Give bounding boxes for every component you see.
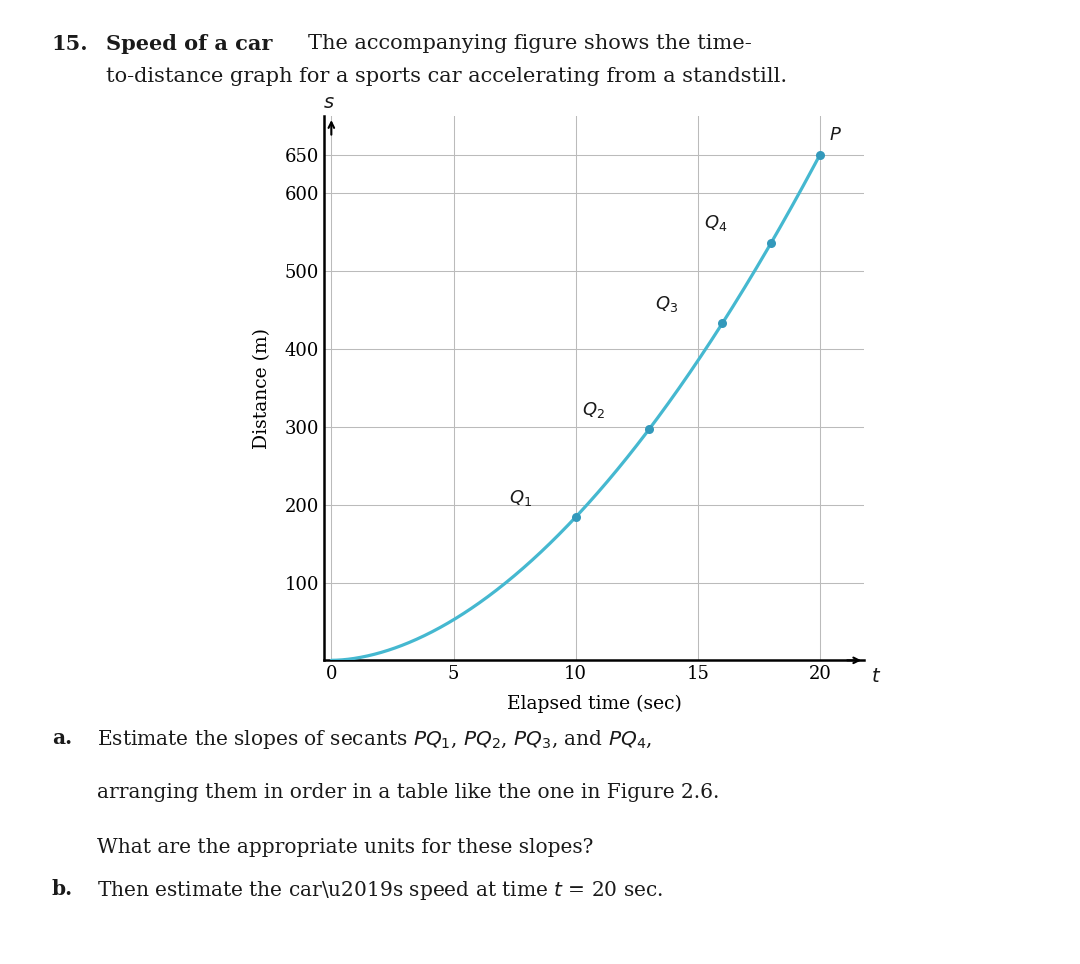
Text: $Q_2$: $Q_2$ xyxy=(582,400,605,420)
Text: The accompanying figure shows the time-: The accompanying figure shows the time- xyxy=(308,34,752,53)
Text: $s$: $s$ xyxy=(323,94,335,112)
Text: Speed of a car: Speed of a car xyxy=(106,34,272,54)
Text: What are the appropriate units for these slopes?: What are the appropriate units for these… xyxy=(97,838,594,857)
Y-axis label: Distance (m): Distance (m) xyxy=(253,328,271,448)
Text: a.: a. xyxy=(52,728,72,748)
Text: Estimate the slopes of secants $PQ_1$, $PQ_2$, $PQ_3$, and $PQ_4$,: Estimate the slopes of secants $PQ_1$, $… xyxy=(97,728,652,751)
Text: $Q_4$: $Q_4$ xyxy=(704,213,727,233)
Text: $Q_1$: $Q_1$ xyxy=(509,488,531,508)
Text: $P$: $P$ xyxy=(828,125,841,144)
Text: arranging them in order in a table like the one in Figure 2.6.: arranging them in order in a table like … xyxy=(97,783,719,802)
Text: $t$: $t$ xyxy=(872,668,881,686)
Text: to-distance graph for a sports car accelerating from a standstill.: to-distance graph for a sports car accel… xyxy=(106,67,787,87)
Text: 15.: 15. xyxy=(52,34,89,54)
X-axis label: Elapsed time (sec): Elapsed time (sec) xyxy=(507,694,681,712)
Text: b.: b. xyxy=(52,879,73,899)
Text: $Q_3$: $Q_3$ xyxy=(656,294,678,314)
Text: Then estimate the car\u2019s speed at time $t$ = 20 sec.: Then estimate the car\u2019s speed at ti… xyxy=(97,879,663,902)
